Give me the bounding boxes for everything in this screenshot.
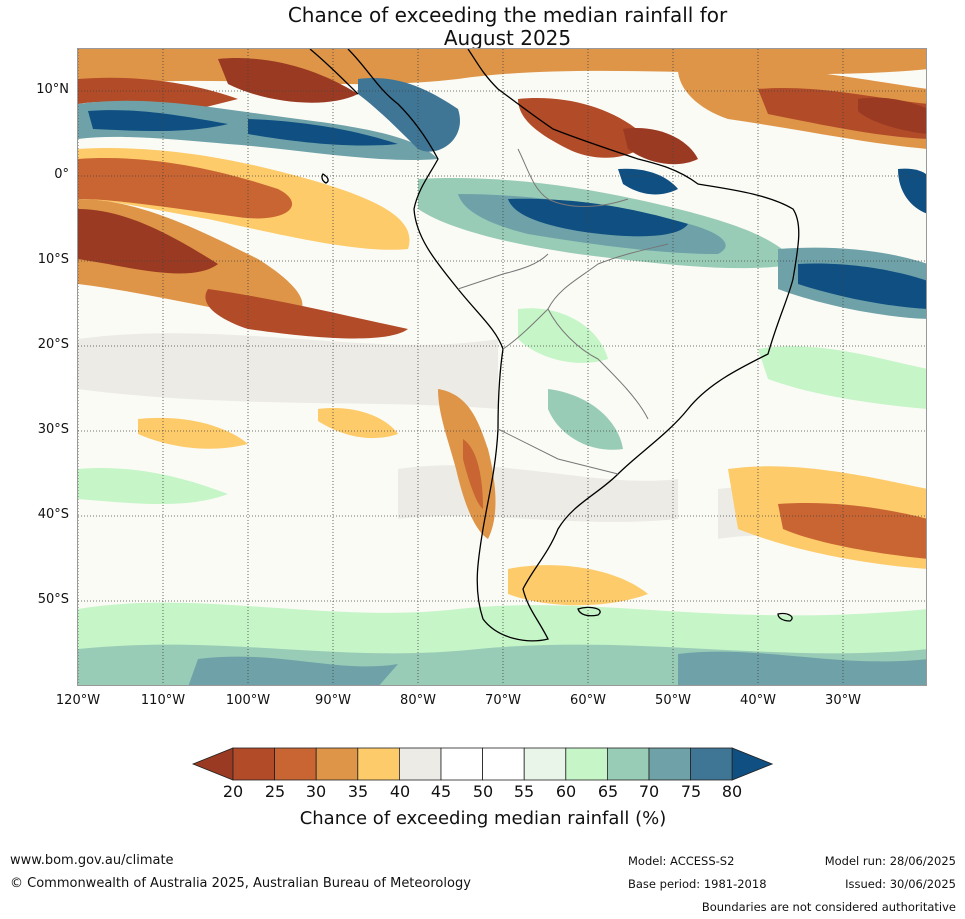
colorbar-tick-45: 45 xyxy=(430,782,452,801)
footer-model: Model: ACCESS-S2 xyxy=(628,854,735,868)
probability-field xyxy=(78,49,926,685)
lat-label-0: 0° xyxy=(54,167,69,182)
country-borders xyxy=(457,148,669,475)
lon-label-80w: 80°W xyxy=(400,693,436,708)
colorbar-title: Chance of exceeding median rainfall (%) xyxy=(299,808,667,829)
lon-label-120w: 120°W xyxy=(55,693,101,708)
footer-copyright: © Commonwealth of Australia 2025, Austra… xyxy=(10,876,471,891)
footer-model-run: Model run: 28/06/2025 xyxy=(824,854,956,868)
colorbar-tick-75: 75 xyxy=(680,782,702,801)
lon-label-70w: 70°W xyxy=(485,693,521,708)
colorbar-segment xyxy=(398,747,442,781)
colorbar-tick-25: 25 xyxy=(264,782,286,801)
colorbar-tick-80: 80 xyxy=(721,782,743,801)
colorbar-segment xyxy=(565,747,608,781)
lon-label-60w: 60°W xyxy=(570,693,606,708)
colorbar-segment xyxy=(690,747,733,781)
map-title: Chance of exceeding the median rainfall … xyxy=(0,4,965,50)
lat-label-20s: 20°S xyxy=(37,337,69,352)
lon-label-90w: 90°W xyxy=(315,693,351,708)
colorbar xyxy=(191,747,774,781)
colorbar-tick-40: 40 xyxy=(389,782,411,801)
colorbar-arrow-high xyxy=(731,747,774,781)
colorbar-tick-20: 20 xyxy=(222,782,244,801)
colorbar-segment xyxy=(606,747,650,781)
lon-label-40w: 40°W xyxy=(740,693,776,708)
colorbar-tick-35: 35 xyxy=(347,782,369,801)
colorbar-segment xyxy=(315,747,359,781)
lat-label-40s: 40°S xyxy=(37,507,69,522)
colorbar-tick-50: 50 xyxy=(472,782,494,801)
lat-label-10n: 10°N xyxy=(36,82,69,97)
colorbar-tick-60: 60 xyxy=(555,782,577,801)
colorbar-segment xyxy=(482,747,525,781)
lon-label-110w: 110°W xyxy=(140,693,186,708)
colorbar-tick-30: 30 xyxy=(305,782,327,801)
lat-label-50s: 50°S xyxy=(37,592,69,607)
colorbar-tick-65: 65 xyxy=(597,782,619,801)
colorbar-tick-55: 55 xyxy=(513,782,535,801)
colorbar-segment xyxy=(648,747,691,781)
colorbar-arrow-low xyxy=(191,747,234,781)
footer-disclaimer: Boundaries are not considered authoritat… xyxy=(701,900,956,914)
lon-label-30w: 30°W xyxy=(825,693,861,708)
colorbar-segment xyxy=(440,747,483,781)
lat-label-30s: 30°S xyxy=(37,422,69,437)
lon-label-100w: 100°W xyxy=(225,693,271,708)
map-title-line-2: August 2025 xyxy=(443,26,572,50)
graticule xyxy=(78,49,926,685)
colorbar-tick-70: 70 xyxy=(638,782,660,801)
map-canvas xyxy=(78,49,926,685)
colorbar-segment xyxy=(357,747,400,781)
footer-url: www.bom.gov.au/climate xyxy=(10,853,174,868)
colorbar-segment xyxy=(232,747,275,781)
lon-label-50w: 50°W xyxy=(655,693,691,708)
lat-label-10s: 10°S xyxy=(37,252,69,267)
coastlines xyxy=(309,49,800,642)
rainfall-probability-map xyxy=(77,48,927,686)
colorbar-segment xyxy=(523,747,567,781)
footer-base-period: Base period: 1981-2018 xyxy=(628,877,767,891)
map-title-line-1: Chance of exceeding the median rainfall … xyxy=(287,3,728,27)
colorbar-segment xyxy=(274,747,317,781)
footer-issued: Issued: 30/06/2025 xyxy=(845,877,956,891)
